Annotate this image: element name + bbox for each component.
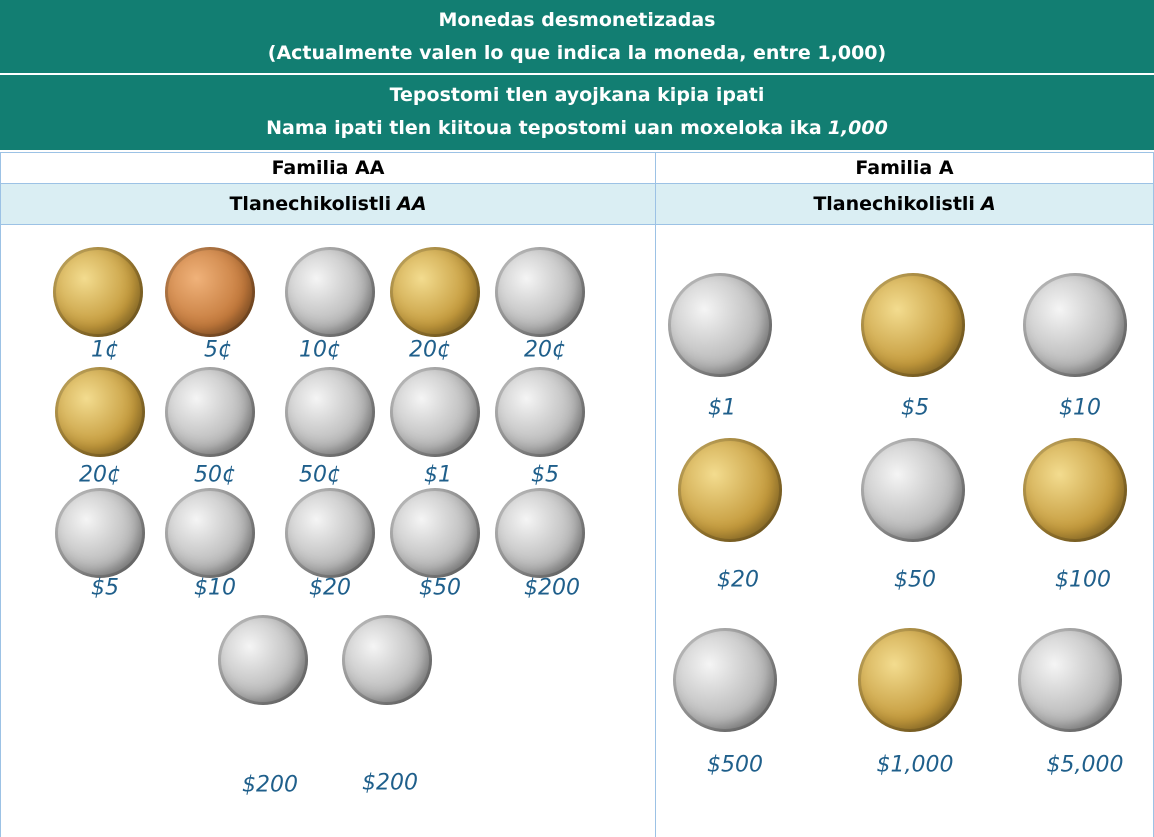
coin-value: $20 (717, 567, 759, 593)
coin-value: 20¢ (79, 462, 121, 488)
coin-image (165, 367, 255, 457)
coin-value: 20¢ (524, 337, 566, 363)
coin-value: 1¢ (91, 337, 119, 363)
coin-value: 50¢ (194, 462, 236, 488)
group-text: Tlanechikolistli (229, 193, 392, 215)
coin-image (673, 628, 777, 732)
subtitle-emphasis: 1,000 (827, 117, 888, 139)
coin-image (390, 488, 480, 578)
coin-value: $50 (419, 575, 461, 601)
coin-image (858, 628, 962, 732)
coin-value: 20¢ (409, 337, 451, 363)
coin-image (390, 247, 480, 337)
coin-image (495, 247, 585, 337)
coin-image (55, 488, 145, 578)
group-header: Tlanechikolistli A (655, 183, 1154, 225)
family-header: Familia A (655, 152, 1154, 184)
coin-value: $5 (91, 575, 119, 601)
coin-image (861, 438, 965, 542)
subtitle: Nama ipati tlen kiitoua tepostomi uan mo… (0, 112, 1154, 145)
group-header: Tlanechikolistli AA (0, 183, 656, 225)
coin-image (668, 273, 772, 377)
coin-image (285, 367, 375, 457)
coin-value: $5,000 (1046, 752, 1124, 778)
coin-image (1023, 438, 1127, 542)
header-es: Monedas desmonetizadas (Actualmente vale… (0, 0, 1154, 75)
coin-value: 10¢ (299, 337, 341, 363)
coin-image (53, 247, 143, 337)
coin-value: $10 (1059, 395, 1101, 421)
coin-value: 5¢ (204, 337, 232, 363)
coin-value: $10 (194, 575, 236, 601)
coin-image (55, 367, 145, 457)
group-emphasis: A (980, 193, 996, 215)
coin-image (678, 438, 782, 542)
coin-value: $100 (1055, 567, 1111, 593)
coin-image (390, 367, 480, 457)
coin-image (1023, 273, 1127, 377)
coin-value: $1 (424, 462, 452, 488)
coin-image (218, 615, 308, 705)
coin-value: $20 (309, 575, 351, 601)
coin-image (285, 488, 375, 578)
group-text: Tlanechikolistli (813, 193, 975, 215)
coin-image (495, 488, 585, 578)
subtitle-text: Nama ipati tlen kiitoua tepostomi uan mo… (266, 117, 822, 139)
coin-image (165, 488, 255, 578)
subtitle: (Actualmente valen lo que indica la mone… (267, 42, 887, 64)
coin-value: $5 (901, 395, 929, 421)
family-header: Familia AA (0, 152, 656, 184)
coin-value: 50¢ (299, 462, 341, 488)
coin-image (165, 247, 255, 337)
coin-image (861, 273, 965, 377)
coin-image (285, 247, 375, 337)
title: Tepostomi tlen ayojkana kipia ipati (389, 84, 765, 106)
coin-value: $1 (708, 395, 736, 421)
coin-image (342, 615, 432, 705)
coin-image (495, 367, 585, 457)
coin-value: $500 (707, 752, 763, 778)
coin-value: $50 (894, 567, 936, 593)
header-nah: Tepostomi tlen ayojkana kipia ipati Nama… (0, 75, 1154, 152)
coin-value: $200 (524, 575, 580, 601)
group-emphasis: AA (397, 193, 427, 215)
coin-value: $200 (362, 770, 418, 796)
title: Monedas desmonetizadas (438, 9, 716, 31)
coin-value: $200 (242, 772, 298, 798)
coin-value: $1,000 (876, 752, 954, 778)
coin-value: $5 (531, 462, 559, 488)
coin-image (1018, 628, 1122, 732)
